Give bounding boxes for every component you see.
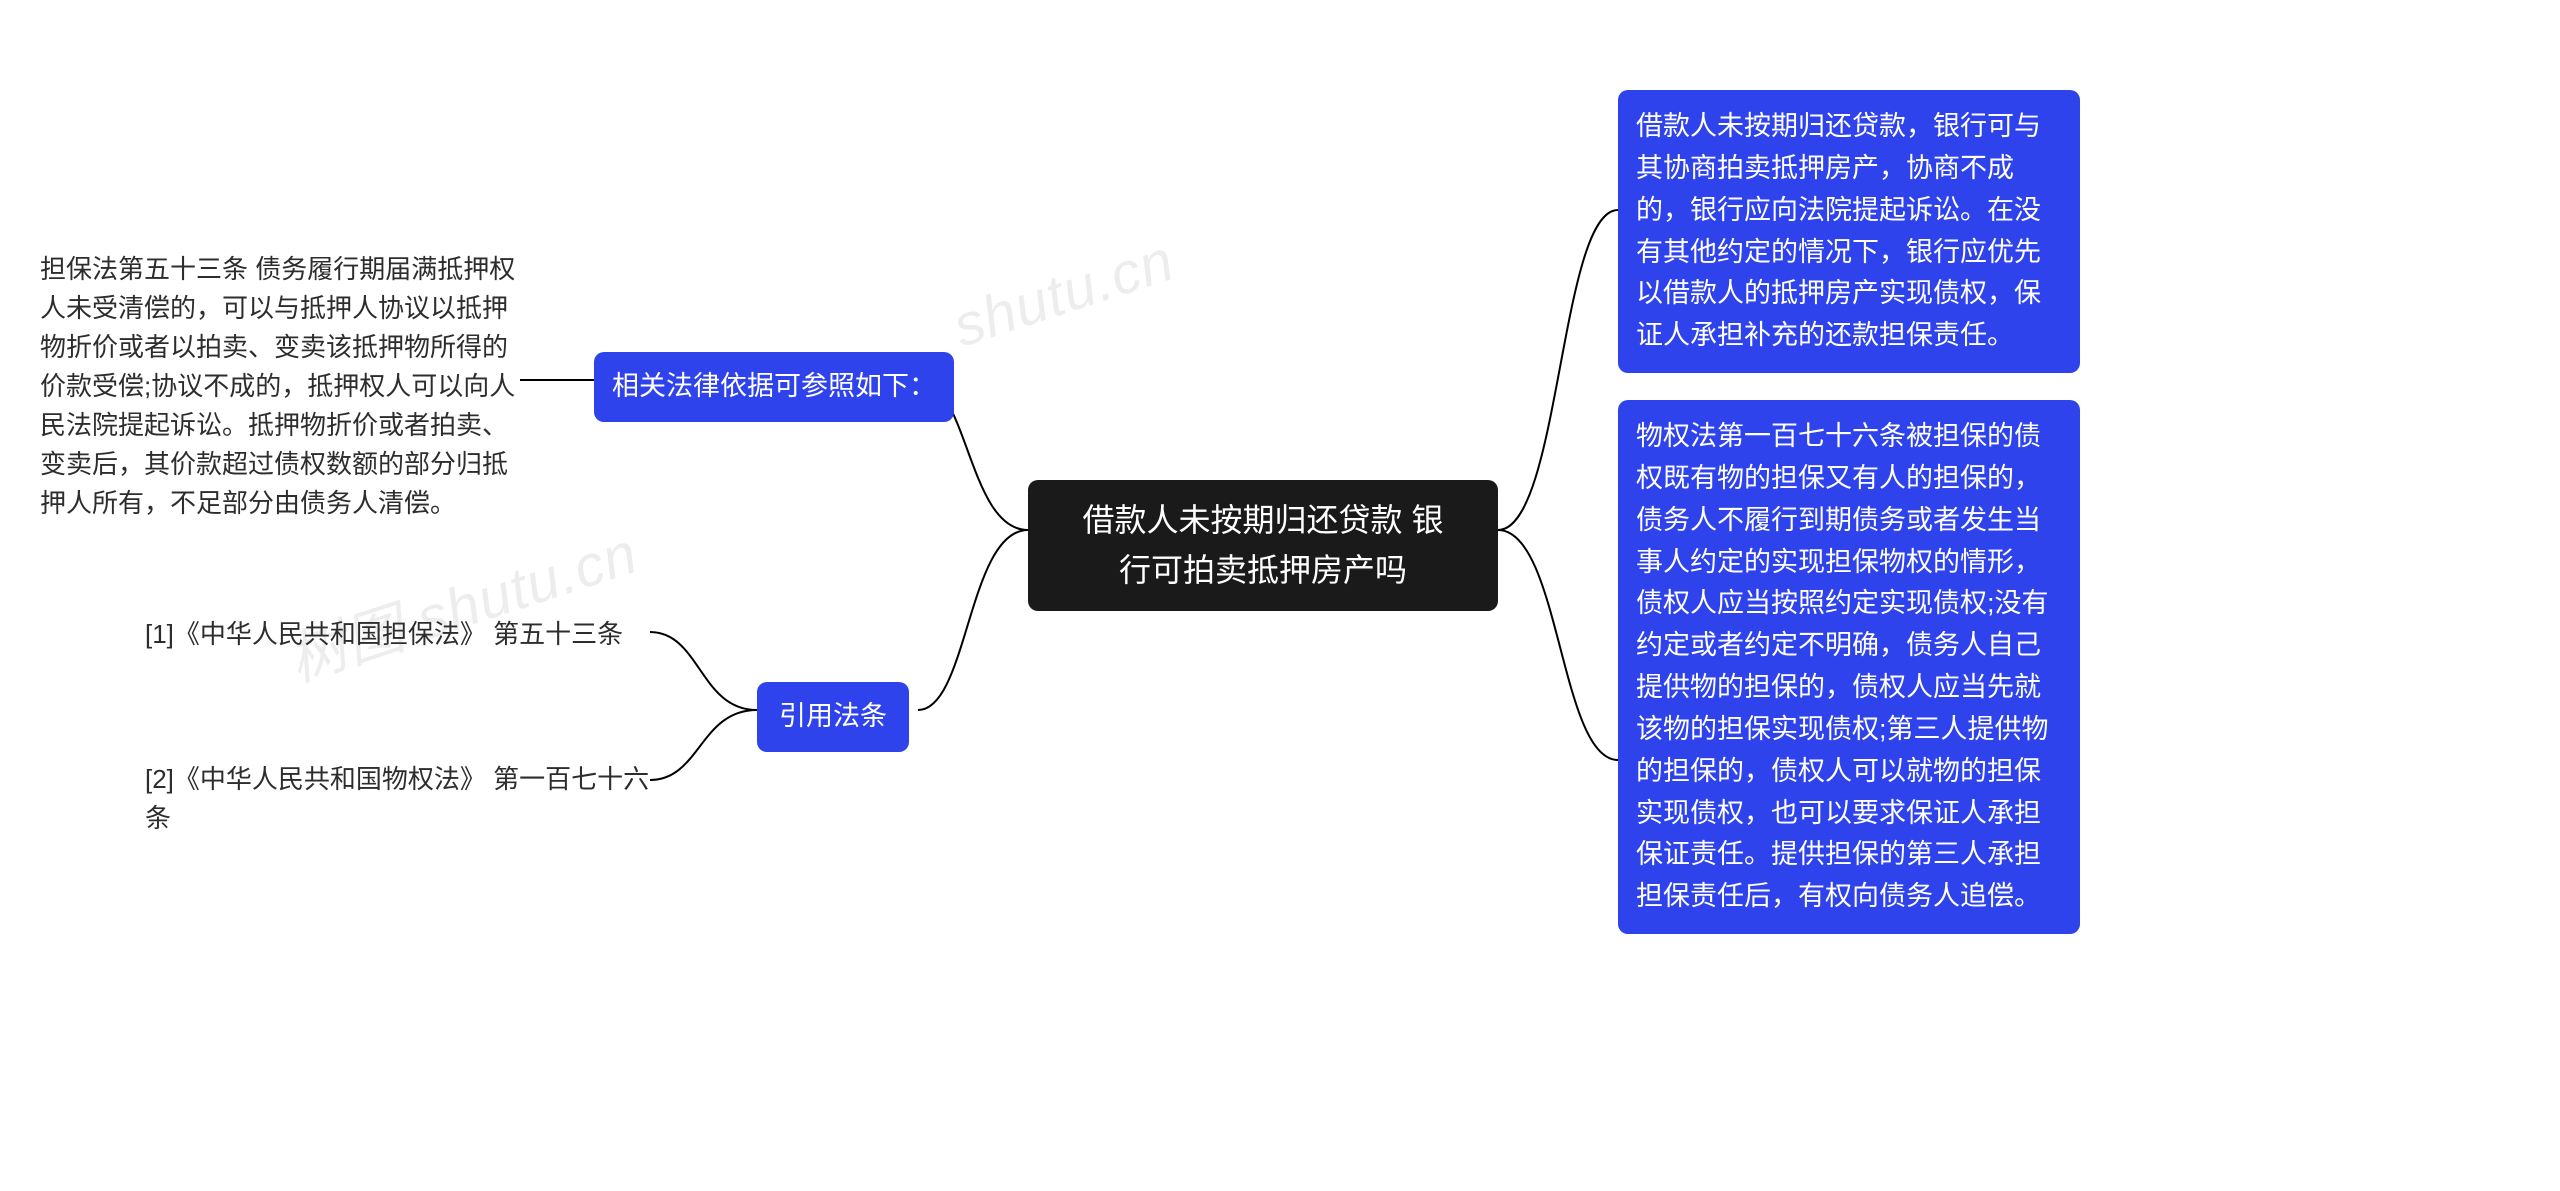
cite-node: 引用法条 xyxy=(757,682,909,752)
cite-2: [2]《中华人民共和国物权法》 第一百七十六条 xyxy=(145,760,655,838)
center-line2: 行可拍卖抵押房产吗 xyxy=(1046,546,1480,596)
watermark-left: 树图 shutu.cn xyxy=(276,506,647,698)
cite-1: [1]《中华人民共和国担保法》 第五十三条 xyxy=(145,615,655,654)
right-box-1: 借款人未按期归还贷款，银行可与其协商拍卖抵押房产，协商不成的，银行应向法院提起诉… xyxy=(1618,90,2080,373)
right-box-2: 物权法第一百七十六条被担保的债权既有物的担保又有人的担保的，债务人不履行到期债务… xyxy=(1618,400,2080,934)
center-line1: 借款人未按期归还贷款 银 xyxy=(1046,496,1480,546)
center-node: 借款人未按期归还贷款 银 行可拍卖抵押房产吗 xyxy=(1028,480,1498,611)
watermark-center: shutu.cn xyxy=(945,227,1182,361)
law-basis-node: 相关法律依据可参照如下： xyxy=(594,352,954,422)
law-basis-detail: 担保法第五十三条 债务履行期届满抵押权人未受清偿的，可以与抵押人协议以抵押物折价… xyxy=(40,250,530,523)
